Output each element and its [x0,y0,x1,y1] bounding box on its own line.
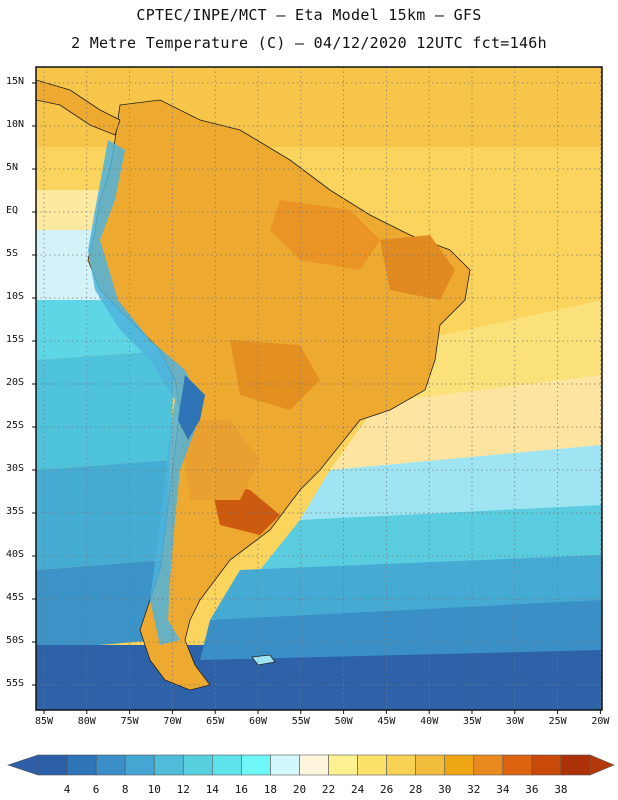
colorbar-high-arrow [589,754,615,776]
map-area [36,67,602,710]
colorbar-label: 32 [467,783,481,796]
colorbar-label: 30 [438,783,452,796]
grid [36,67,602,710]
colorbar-label: 18 [263,783,278,796]
colorbar-box [386,754,416,776]
map-frame [35,66,603,711]
colorbar-low-arrow [7,754,39,776]
lat-label: 55S [6,678,25,689]
lon-label: 85W [34,716,54,727]
colorbar-box [66,754,97,776]
lat-label: 45S [6,592,25,603]
lon-label: 60W [248,716,268,727]
colorbar-box [328,754,358,776]
lat-label: 15N [6,76,25,87]
lat-label: 20S [6,377,25,388]
colorbar-label: 8 [121,783,129,796]
colorbar-label: 10 [147,783,161,796]
lon-label: 25W [548,716,567,727]
colorbar-label: 12 [176,783,190,796]
lon-label: 70W [163,716,182,727]
colorbar-label: 22 [321,783,336,796]
colorbar-box [299,754,329,776]
lat-label: 5N [6,162,19,173]
colorbar-label: 28 [409,783,423,796]
lon-label: 30W [505,716,524,727]
lat-label: EQ [6,205,19,216]
colorbar-label: 36 [525,783,539,796]
lon-label: 20W [591,716,610,727]
lat-label: 50S [6,635,25,646]
colorbar-label: 14 [205,783,219,796]
lon-label: 80W [77,716,96,727]
lon-label: 50W [334,716,353,727]
colorbar-label: 16 [234,783,248,796]
lat-label: 10N [6,119,25,130]
colorbar-label: 6 [92,783,100,796]
lat-label: 40S [6,549,25,560]
colorbar-box [212,754,242,776]
colorbar-box [95,754,126,776]
lat-label: 5S [6,248,19,259]
colorbar-box [415,754,446,776]
colorbar-label: 4 [63,783,71,796]
colorbar-box [444,754,475,776]
lat-label: 30S [6,463,25,474]
colorbar-box [473,754,504,776]
colorbar-box [531,754,562,776]
colorbar-box [153,754,184,776]
colorbar-box [502,754,533,776]
colorbar-box [182,754,213,776]
colorbar-box [241,754,271,776]
lon-label: 45W [377,716,396,727]
colorbar-label: 26 [380,783,394,796]
lon-label: 40W [420,716,439,727]
map-subtitle: 2 Metre Temperature (C) – 04/12/2020 12U… [71,34,547,52]
colorbar-label: 20 [292,783,307,796]
colorbar-box [270,754,300,776]
lon-label: 55W [291,716,310,727]
colorbar-box [560,754,591,776]
lat-label: 35S [6,506,25,517]
lon-label: 35W [462,716,482,727]
lon-label: 75W [120,716,139,727]
colorbar-label: 24 [350,783,365,796]
colorbar-label: 34 [496,783,510,796]
map-title: CPTEC/INPE/MCT – Eta Model 15km – GFS [136,6,482,24]
lat-label: 15S [6,334,25,345]
colorbar-box [37,754,68,776]
colorbar-box [124,754,155,776]
colorbar-box [357,754,387,776]
lat-label: 10S [6,291,25,302]
colorbar-label: 38 [554,783,568,796]
lat-label: 25S [6,420,25,431]
lon-label: 65W [206,716,225,727]
colorbar [7,754,615,776]
